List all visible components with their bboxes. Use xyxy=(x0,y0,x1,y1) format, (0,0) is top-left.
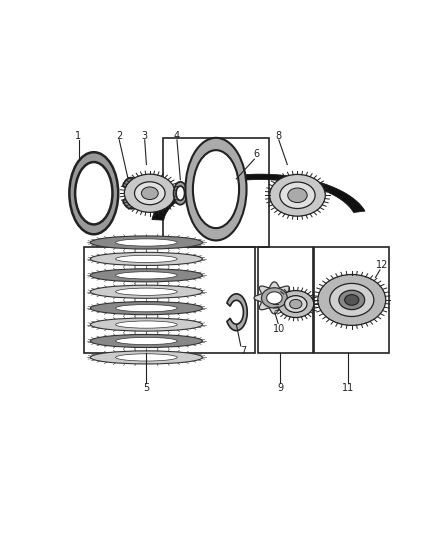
Ellipse shape xyxy=(116,255,177,263)
Ellipse shape xyxy=(75,162,113,224)
Polygon shape xyxy=(254,282,295,314)
Ellipse shape xyxy=(90,236,202,249)
Ellipse shape xyxy=(124,174,175,212)
Ellipse shape xyxy=(280,182,315,208)
Text: 6: 6 xyxy=(254,149,260,159)
Ellipse shape xyxy=(278,290,314,318)
Ellipse shape xyxy=(116,304,177,312)
Ellipse shape xyxy=(290,300,302,309)
Polygon shape xyxy=(123,177,141,209)
Text: 3: 3 xyxy=(141,131,148,141)
Text: 8: 8 xyxy=(276,131,282,141)
Ellipse shape xyxy=(345,295,359,305)
Ellipse shape xyxy=(90,334,202,348)
Ellipse shape xyxy=(90,269,202,282)
Bar xyxy=(258,247,313,353)
Ellipse shape xyxy=(339,290,365,310)
Ellipse shape xyxy=(267,292,282,304)
Ellipse shape xyxy=(285,296,307,312)
Text: 1: 1 xyxy=(75,131,81,141)
Text: 11: 11 xyxy=(342,383,354,393)
Ellipse shape xyxy=(116,321,177,328)
Ellipse shape xyxy=(116,354,177,361)
Ellipse shape xyxy=(270,174,325,216)
Ellipse shape xyxy=(116,337,177,345)
Bar xyxy=(163,138,268,247)
Ellipse shape xyxy=(141,187,158,199)
Ellipse shape xyxy=(288,188,307,203)
Ellipse shape xyxy=(90,351,202,364)
Ellipse shape xyxy=(90,285,202,298)
Ellipse shape xyxy=(69,152,118,235)
Ellipse shape xyxy=(116,272,177,279)
Ellipse shape xyxy=(330,284,374,317)
Ellipse shape xyxy=(90,252,202,265)
Ellipse shape xyxy=(90,302,202,314)
Ellipse shape xyxy=(193,150,239,228)
Ellipse shape xyxy=(134,182,165,205)
Ellipse shape xyxy=(318,274,386,325)
Text: 4: 4 xyxy=(174,131,180,141)
Ellipse shape xyxy=(90,318,202,331)
Polygon shape xyxy=(227,294,247,330)
Polygon shape xyxy=(152,174,365,220)
Bar xyxy=(84,247,255,353)
Text: 5: 5 xyxy=(143,383,149,393)
Ellipse shape xyxy=(116,239,177,246)
Bar xyxy=(314,247,389,353)
Text: 7: 7 xyxy=(240,346,246,356)
Ellipse shape xyxy=(116,288,177,295)
Ellipse shape xyxy=(261,288,287,308)
Ellipse shape xyxy=(173,182,187,205)
Ellipse shape xyxy=(185,138,247,240)
Ellipse shape xyxy=(339,291,364,309)
Text: 10: 10 xyxy=(273,324,285,334)
Ellipse shape xyxy=(176,186,184,200)
Text: 2: 2 xyxy=(116,131,122,141)
Text: 9: 9 xyxy=(277,383,283,393)
Text: 12: 12 xyxy=(376,260,389,270)
